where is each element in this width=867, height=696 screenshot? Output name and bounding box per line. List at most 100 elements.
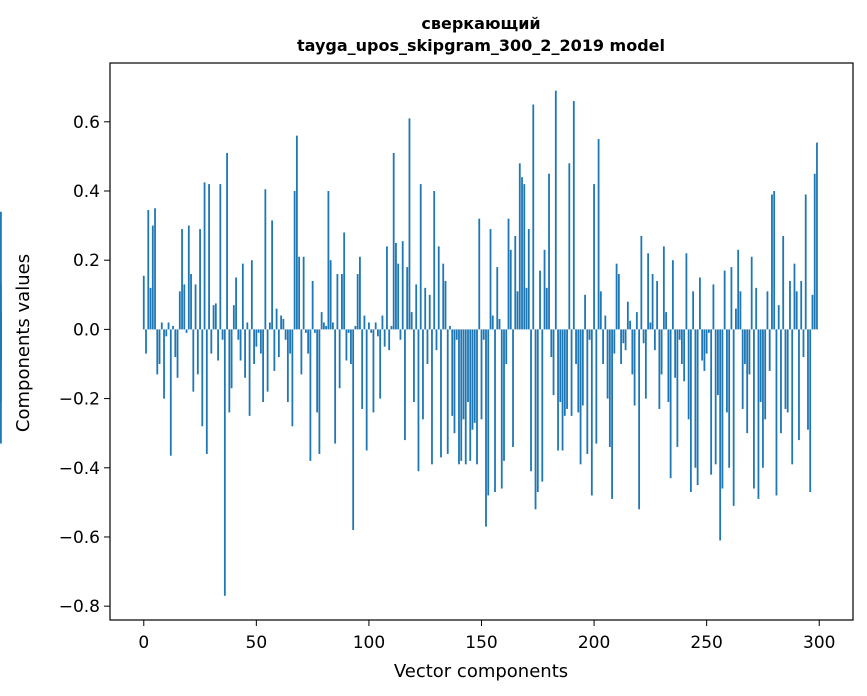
bar <box>217 329 219 361</box>
bar <box>426 329 429 364</box>
bar <box>566 329 568 409</box>
bar <box>662 246 665 330</box>
bar <box>559 329 562 403</box>
bar <box>0 211 2 330</box>
bar <box>584 294 586 330</box>
y-tick-label: −0.8 <box>59 597 100 617</box>
bar <box>676 329 679 448</box>
bar <box>167 322 170 330</box>
bar <box>552 329 555 396</box>
bar <box>374 322 377 330</box>
bar <box>741 329 744 409</box>
y-axis-label: Components values <box>13 254 34 432</box>
bar <box>530 329 532 472</box>
bar <box>318 329 321 454</box>
bar <box>626 301 629 330</box>
bar <box>730 267 733 330</box>
bar <box>235 277 237 330</box>
bar <box>428 294 431 330</box>
bar <box>237 329 240 340</box>
bar <box>647 253 650 330</box>
bar <box>343 232 346 330</box>
x-tick-label: 50 <box>246 633 268 653</box>
bars-group <box>0 90 818 596</box>
chart-title-line2: tayga_upos_skipgram_300_2_2019 model <box>297 36 665 55</box>
bar <box>674 329 677 378</box>
bar <box>784 329 787 409</box>
bar <box>379 329 382 399</box>
bar <box>160 322 163 330</box>
bar <box>523 184 526 330</box>
bar <box>732 329 735 506</box>
bar <box>642 329 645 344</box>
bar <box>768 329 771 371</box>
bar <box>174 329 177 358</box>
x-axis-ticks: 0 50 100 150 200 250 300 <box>138 620 835 653</box>
y-tick-label: 0.6 <box>73 113 100 133</box>
bar <box>782 235 785 330</box>
bar <box>800 280 803 330</box>
bar <box>262 329 264 403</box>
bar <box>789 280 791 330</box>
bar <box>178 291 181 330</box>
bar <box>651 274 654 330</box>
bar <box>185 329 188 333</box>
x-tick-label: 200 <box>578 633 610 653</box>
bar <box>241 263 244 330</box>
bar <box>266 329 269 392</box>
bar <box>786 329 789 413</box>
bar <box>406 267 409 330</box>
bar <box>683 329 686 382</box>
bar <box>678 329 681 340</box>
bar <box>667 329 670 403</box>
bar <box>424 287 427 330</box>
bar <box>694 329 697 468</box>
bar <box>624 329 627 351</box>
bar <box>669 329 672 479</box>
bar <box>309 329 312 461</box>
bar <box>719 329 722 541</box>
y-axis-ticks: −0.8 −0.6 −0.4 −0.2 0.0 0.2 0.4 0.6 <box>59 113 110 617</box>
y-tick-label: 0.0 <box>73 320 100 340</box>
bar <box>156 329 159 375</box>
bar <box>638 329 641 510</box>
bar <box>390 325 393 330</box>
bar <box>268 322 271 330</box>
bar <box>151 225 154 330</box>
bar <box>586 329 589 454</box>
bar <box>521 177 523 330</box>
bar <box>644 329 647 399</box>
bar <box>352 329 355 531</box>
bar <box>381 315 384 330</box>
bar <box>476 329 478 465</box>
bar <box>500 329 503 489</box>
bar <box>190 274 192 330</box>
bar <box>458 329 460 465</box>
bar <box>613 329 616 354</box>
bar <box>282 319 285 330</box>
bar <box>755 287 758 330</box>
bar <box>392 152 395 330</box>
bar <box>451 329 454 416</box>
y-tick-label: −0.2 <box>59 390 100 410</box>
bar <box>699 277 701 330</box>
y-tick-label: −0.4 <box>59 459 100 479</box>
bar <box>325 325 328 330</box>
bar <box>453 329 456 434</box>
bar <box>771 194 773 330</box>
bar <box>703 329 706 371</box>
bar <box>201 329 204 427</box>
bar <box>516 291 519 330</box>
bar <box>525 287 528 330</box>
bar <box>257 329 260 333</box>
bar <box>0 315 2 330</box>
bar <box>714 329 717 465</box>
bar <box>816 142 818 330</box>
bar <box>383 329 386 347</box>
bar <box>205 329 208 454</box>
bar <box>692 291 695 330</box>
bar <box>259 329 262 354</box>
bar <box>304 329 307 333</box>
bar <box>798 329 800 441</box>
bar <box>777 305 780 330</box>
